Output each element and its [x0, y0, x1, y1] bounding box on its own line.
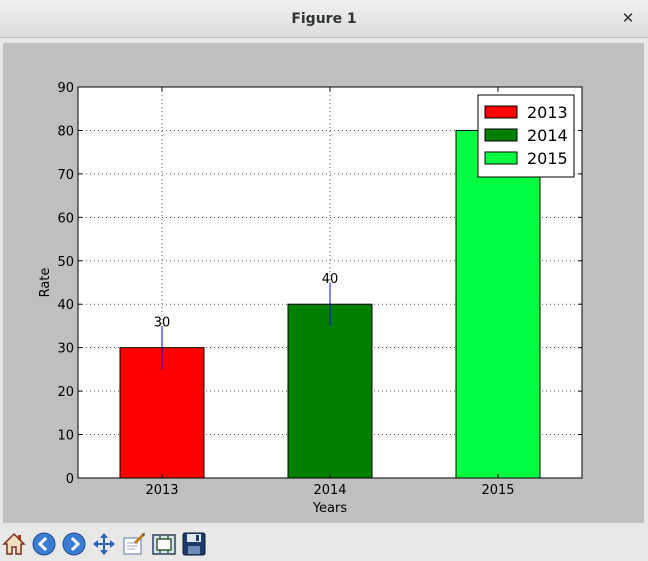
pan-button[interactable]	[91, 531, 117, 557]
legend-label-2014: 2014	[527, 126, 568, 145]
bar-chart: 30 40 0 10 20 30 40 50 60 70 80 90 2013 2014 2015 Years…	[38, 81, 583, 516]
home-icon	[2, 532, 26, 555]
legend-label-2013: 2013	[527, 103, 568, 122]
save-icon	[182, 532, 206, 556]
back-button[interactable]	[31, 531, 57, 557]
bar-2014	[287, 303, 373, 479]
forward-button[interactable]	[61, 531, 87, 557]
subplots-icon	[152, 534, 176, 555]
y-tick-label: 0	[66, 472, 74, 487]
zoom-button[interactable]	[121, 531, 147, 557]
y-tick-label: 70	[57, 168, 74, 183]
y-tick-label: 60	[57, 211, 74, 226]
x-tick-label: 2014	[313, 483, 346, 498]
figure-canvas: 30 40 0 10 20 30 40 50 60 70 80 90 2013 2014 2015 Years…	[3, 43, 644, 523]
navigation-toolbar	[0, 528, 648, 561]
bar-label-2013: 30	[154, 316, 171, 331]
title-bar: Figure 1 ✕	[0, 0, 648, 38]
y-tick-label: 50	[57, 255, 74, 270]
legend-swatch-2013	[484, 105, 518, 119]
y-tick-label: 20	[57, 385, 74, 400]
y-axis-label: Rate	[38, 268, 53, 298]
save-button[interactable]	[181, 531, 207, 557]
window-title: Figure 1	[291, 11, 357, 27]
back-icon	[32, 532, 56, 556]
x-tick-label: 2013	[145, 483, 178, 498]
y-tick-label: 40	[57, 298, 74, 313]
y-tick-label: 90	[57, 81, 74, 96]
y-tick-label: 30	[57, 342, 74, 357]
legend-swatch-2014	[484, 128, 518, 142]
y-tick-label: 80	[57, 124, 74, 139]
legend-label-2015: 2015	[527, 149, 568, 168]
bar-2015	[455, 129, 541, 479]
legend-swatch-2015	[484, 151, 518, 165]
y-tick-label: 10	[57, 429, 74, 444]
home-button[interactable]	[1, 531, 27, 557]
bar-label-2014: 40	[322, 272, 339, 287]
x-tick-label: 2015	[481, 483, 514, 498]
close-icon: ✕	[621, 9, 635, 27]
x-axis-label: Years	[312, 501, 348, 516]
close-button[interactable]: ✕	[618, 8, 638, 28]
forward-icon	[62, 532, 86, 556]
zoom-icon	[123, 532, 146, 555]
pan-icon	[93, 533, 115, 555]
subplots-button[interactable]	[151, 531, 177, 557]
